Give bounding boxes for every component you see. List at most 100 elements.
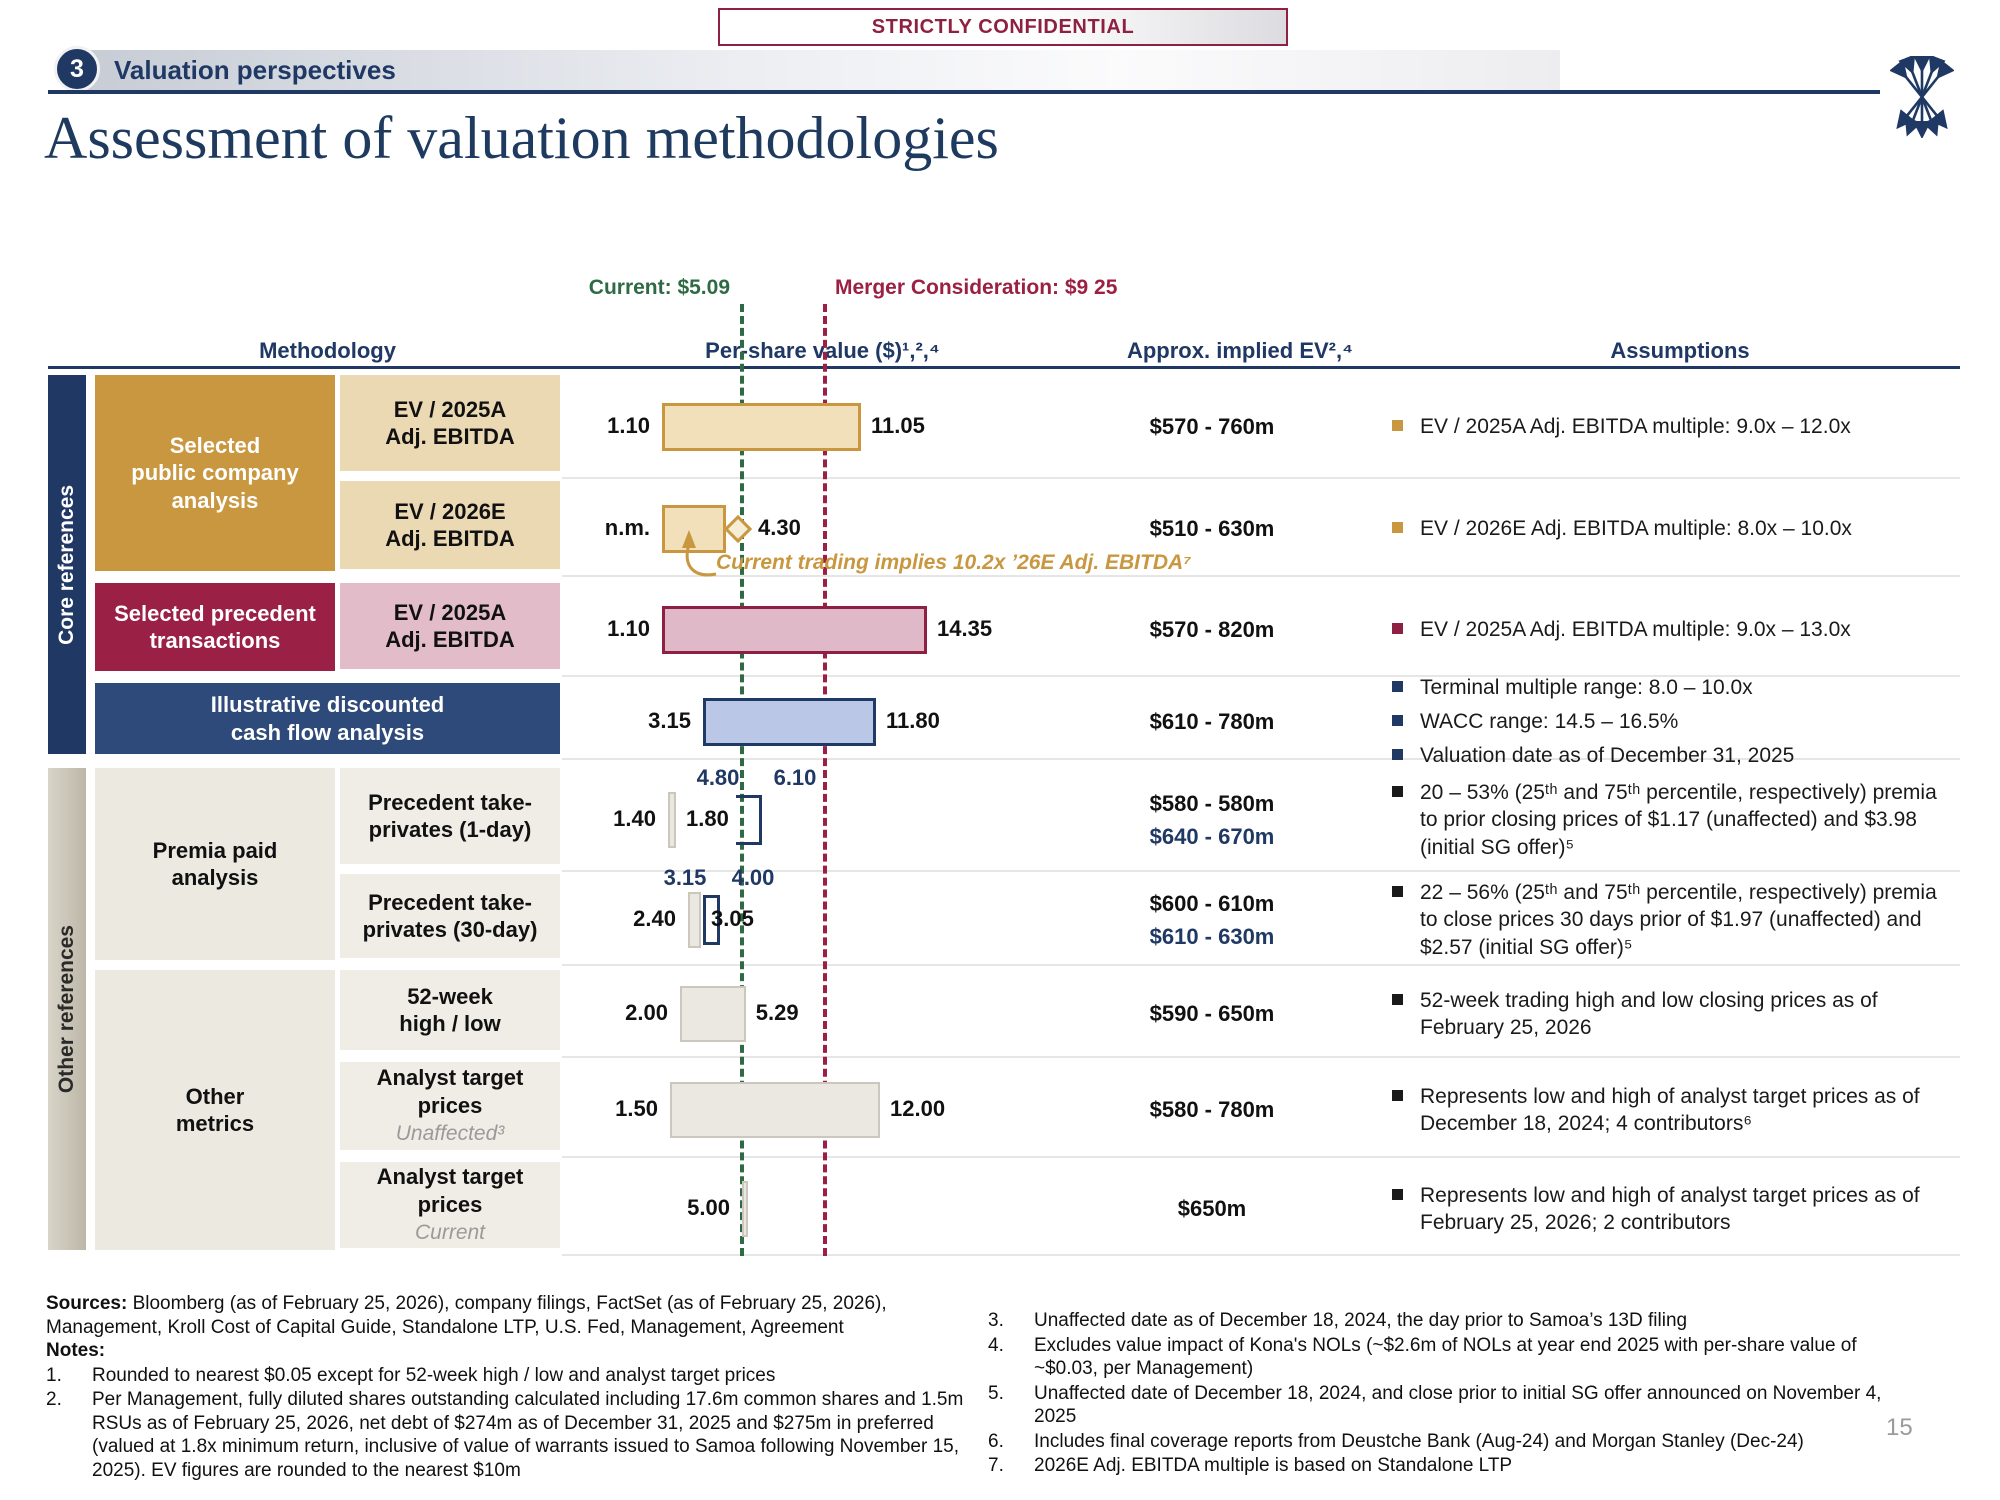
current-price-reference-line	[740, 304, 744, 1256]
assumption-text: 20 – 53% (25ᵗʰ and 75ᵗʰ percentile, resp…	[1420, 781, 1937, 859]
implied-ev-value: $610 - 630m	[1149, 923, 1275, 949]
bracket-low-label: 3.15	[663, 865, 707, 890]
range-bar	[668, 792, 676, 848]
implied-ev-cell: $570 - 820m	[1082, 583, 1342, 677]
sources-label: Sources:	[46, 1293, 128, 1314]
section-title: Valuation perspectives	[114, 54, 396, 85]
row-separator	[562, 870, 1960, 872]
column-header-implied-ev: Approx. implied EV²,⁴	[1126, 338, 1353, 363]
bar-low-label: 5.00	[687, 1195, 730, 1220]
footnote-item: 3. Unaffected date as of December 18, 202…	[988, 1309, 1888, 1333]
implied-ev-value: $640 - 670m	[1149, 823, 1275, 849]
footnote-item: 7. 2026E Adj. EBITDA multiple is based on…	[988, 1454, 1888, 1478]
group-other-metrics: Other metrics	[95, 970, 335, 1250]
implied-ev-cell: $580 - 580m $640 - 670m	[1082, 768, 1342, 872]
methodology-sub-label: Analyst target prices	[376, 1164, 524, 1217]
table-header-divider	[48, 366, 1960, 369]
bracket-high-label: 6.10	[773, 765, 817, 790]
methodology-sub-block: Analyst target prices Current	[340, 1162, 560, 1248]
assumption-text: EV / 2026E Adj. EBITDA multiple: 8.0x – …	[1420, 517, 1852, 541]
assumption-item: 22 – 56% (25ᵗʰ and 75ᵗʰ percentile, resp…	[1392, 879, 1958, 961]
footnote-number: 7.	[988, 1455, 1004, 1477]
methodology-sub-qualifier: Current	[414, 1221, 486, 1245]
range-bar	[662, 403, 861, 451]
section-number-badge: 3	[54, 46, 100, 92]
methodology-sub-label: Analyst target prices	[376, 1065, 524, 1118]
row-separator	[562, 1056, 1960, 1058]
range-bar	[703, 697, 876, 746]
merger-consideration-label: Merger Consideration: $9 25	[835, 276, 1118, 299]
assumptions-cell: Represents low and high of analyst targe…	[1352, 1162, 1958, 1256]
notes-list-right: 3. Unaffected date as of December 18, 202…	[988, 1309, 1888, 1478]
current-price-label: Current: $5.09	[588, 276, 730, 299]
bar-high-label: 14.35	[937, 616, 993, 641]
header-divider	[48, 90, 1880, 94]
bar-high-label: 5.29	[755, 1000, 799, 1025]
implied-ev-value: $570 - 760m	[1149, 414, 1275, 439]
methodology-sub-label: Precedent take- privates (1-day)	[368, 789, 532, 843]
assumption-item: 52-week trading high and low closing pri…	[1392, 987, 1958, 1042]
footnote-number: 5.	[988, 1382, 1004, 1404]
row-separator	[562, 675, 1960, 677]
implied-ev-value: $590 - 650m	[1149, 1001, 1275, 1026]
footnote-number: 3.	[988, 1310, 1004, 1331]
bar-high-label: 4.30	[758, 515, 801, 540]
footnotes-left: Sources: Bloomberg (as of February 25, 2…	[46, 1292, 990, 1482]
bullet-square-icon	[1392, 680, 1403, 692]
methodology-sub-block: Precedent take- privates (1-day)	[340, 768, 560, 864]
footnote-number: 2.	[46, 1389, 62, 1411]
footnote-text: Unaffected date as of December 18, 2024,…	[1034, 1310, 1688, 1331]
methodology-sub-label: EV / 2026E Adj. EBITDA	[385, 498, 515, 552]
assumption-item: Represents low and high of analyst targe…	[1392, 1083, 1958, 1138]
methodology-sub-block: 52-week high / low	[340, 970, 560, 1050]
column-header-methodology: Methodology	[259, 338, 396, 363]
notes-list-left: 1. Rounded to nearest $0.05 except for 52…	[46, 1364, 990, 1483]
range-bar	[680, 986, 746, 1042]
notes-label-line: Notes:	[46, 1339, 990, 1363]
current-trading-diamond-marker	[723, 514, 753, 544]
sidebar-other-references: Other references	[48, 768, 86, 1250]
methodology-sub-label: EV / 2025A Adj. EBITDA	[385, 599, 515, 653]
arrows-logo-icon	[1889, 54, 1955, 140]
assumptions-cell: 20 – 53% (25ᵗʰ and 75ᵗʰ percentile, resp…	[1352, 768, 1958, 872]
range-bar	[670, 1082, 880, 1138]
bullet-square-icon	[1392, 420, 1403, 432]
bullet-square-icon	[1392, 786, 1403, 798]
bullet-square-icon	[1392, 522, 1403, 534]
bar-low-label: 1.50	[615, 1096, 658, 1121]
assumption-item: EV / 2025A Adj. EBITDA multiple: 9.0x – …	[1392, 616, 1958, 643]
bar-low-label: n.m.	[604, 515, 650, 540]
percentile-bracket	[736, 795, 762, 845]
bar-high-label: 11.05	[871, 413, 925, 438]
implied-ev-value: $570 - 820m	[1149, 617, 1275, 642]
range-bar	[688, 892, 701, 948]
sources-text: Bloomberg (as of February 25, 2026), com…	[46, 1293, 887, 1338]
bar-low-label: 2.00	[625, 1000, 668, 1025]
row-separator	[562, 477, 1960, 479]
assumption-text: Valuation date as of December 31, 2025	[1420, 744, 1795, 768]
bar-high-label: 11.80	[886, 707, 940, 733]
footnote-number: 1.	[46, 1364, 62, 1386]
confidential-text: STRICTLY CONFIDENTIAL	[871, 15, 1135, 38]
percentile-bracket	[703, 895, 720, 945]
range-bar	[742, 1181, 748, 1237]
assumptions-cell: EV / 2025A Adj. EBITDA multiple: 9.0x – …	[1352, 583, 1958, 677]
implied-ev-cell: $590 - 650m	[1082, 970, 1342, 1058]
assumptions-cell: EV / 2026E Adj. EBITDA multiple: 8.0x – …	[1352, 481, 1958, 577]
footnote-item: 4. Excludes value impact of Kona's NOLs (…	[988, 1334, 1888, 1381]
assumption-text: 52-week trading high and low closing pri…	[1420, 988, 1878, 1039]
bar-high-label: 12.00	[890, 1096, 946, 1121]
footnote-number: 4.	[988, 1334, 1004, 1356]
row-separator	[562, 575, 1960, 577]
footnote-text: Rounded to nearest $0.05 except for 52-w…	[92, 1364, 776, 1386]
assumptions-cell: 52-week trading high and low closing pri…	[1352, 970, 1958, 1058]
assumption-item: WACC range: 14.5 – 16.5%	[1392, 708, 1958, 735]
sidebar-core-label: Core references	[55, 484, 78, 645]
methodology-sub-qualifier: Unaffected³	[395, 1122, 505, 1146]
merger-consideration-reference-line	[823, 304, 827, 1256]
implied-ev-value: $600 - 610m	[1149, 890, 1275, 916]
methodology-sub-label: Precedent take- privates (30-day)	[362, 889, 538, 943]
assumption-text: WACC range: 14.5 – 16.5%	[1420, 709, 1679, 733]
assumption-text: 22 – 56% (25ᵗʰ and 75ᵗʰ percentile, resp…	[1420, 881, 1937, 959]
bar-low-label: 1.40	[613, 806, 656, 831]
